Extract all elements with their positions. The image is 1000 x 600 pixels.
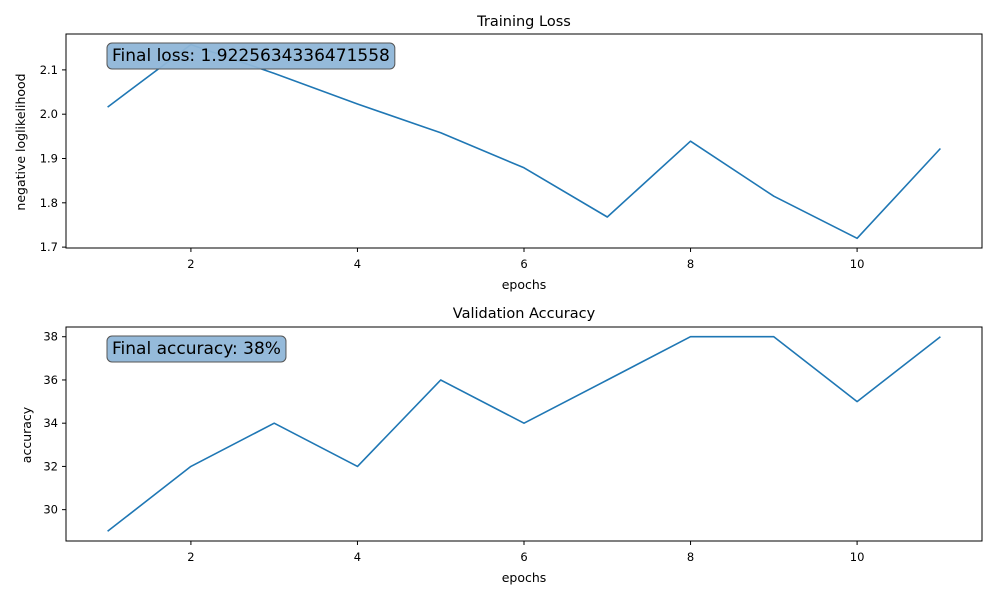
validation-accuracy-title: Validation Accuracy (453, 306, 596, 322)
validation-accuracy-annotation-text: Final accuracy: 38% (112, 339, 281, 359)
validation-accuracy-xtick-label: 10 (850, 550, 865, 564)
training-loss-xlabel: epochs (502, 277, 547, 292)
validation-accuracy-annotation-box (106, 335, 287, 363)
validation-accuracy-xtick-label: 4 (354, 550, 361, 564)
validation-accuracy-xtick-label: 8 (687, 550, 694, 564)
validation-accuracy-series-line (107, 335, 941, 532)
training-loss-xtick-label: 4 (354, 257, 361, 271)
validation-accuracy-xtick-label: 6 (520, 550, 527, 564)
training-loss-ytick-label: 1.9 (40, 152, 58, 166)
training-loss-annotation-box (106, 42, 396, 70)
training-loss-xtick-label: 10 (850, 257, 865, 271)
training-loss-ytick-label: 1.8 (40, 196, 58, 210)
training-loss-annotation-text: Final loss: 1.9225634336471558 (112, 46, 390, 66)
training-loss-ytick-label: 1.7 (40, 240, 58, 254)
training-loss-xtick-label: 8 (687, 257, 694, 271)
validation-accuracy-ylabel: accuracy (19, 406, 34, 463)
training-loss-annotation: Final loss: 1.9225634336471558 (106, 42, 396, 70)
validation-accuracy-subplot: Validation Accuracy epochs accuracy 2 4 6 8… (19, 306, 983, 585)
training-loss-title: Training Loss (476, 14, 571, 30)
training-loss-subplot: Training Loss epochs negative loglikelih… (13, 14, 983, 292)
validation-accuracy-xlabel: epochs (502, 570, 547, 585)
validation-accuracy-ytick-label: 38 (43, 330, 58, 344)
validation-accuracy-xtick-label: 2 (187, 550, 194, 564)
validation-accuracy-ytick-label: 32 (43, 459, 58, 473)
training-loss-xtick-label: 2 (187, 257, 194, 271)
training-loss-xtick-label: 6 (520, 257, 527, 271)
training-loss-ytick-label: 2.0 (40, 107, 58, 121)
training-loss-series-line (107, 43, 941, 240)
validation-accuracy-annotation: Final accuracy: 38% (106, 335, 287, 363)
validation-accuracy-ytick-label: 36 (43, 373, 58, 387)
validation-accuracy-ytick-label: 34 (43, 416, 58, 430)
training-loss-ytick-label: 2.1 (40, 63, 58, 77)
training-loss-ylabel: negative loglikelihood (13, 73, 28, 210)
validation-accuracy-ytick-label: 30 (43, 503, 58, 517)
